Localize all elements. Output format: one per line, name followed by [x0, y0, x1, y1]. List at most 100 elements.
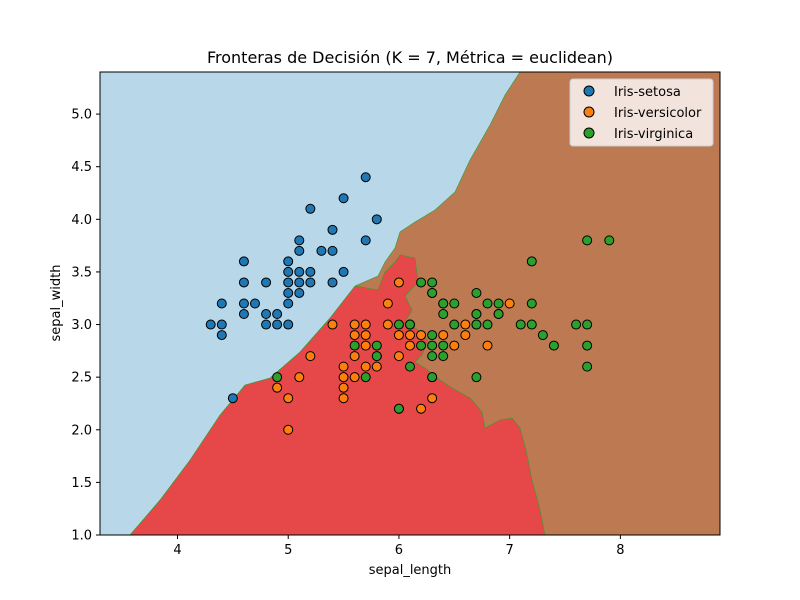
data-point-iris-setosa: [261, 319, 272, 330]
data-point-iris-versicolor: [349, 330, 360, 341]
y-axis-label: sepal_width: [49, 265, 64, 342]
data-point-iris-virginica: [438, 351, 449, 362]
plot-area: [100, 72, 720, 535]
data-point-iris-virginica: [427, 340, 438, 351]
x-axis: 4 5 6 7 8: [173, 535, 624, 558]
y-axis: 1.0 1.5 2.0 2.5 3.0 3.5 4.0 4.5 5.0: [71, 108, 100, 544]
data-point-iris-versicolor: [405, 340, 415, 351]
data-point-iris-setosa: [283, 298, 294, 309]
data-point-iris-versicolor: [327, 319, 338, 330]
data-point-iris-virginica: [427, 351, 438, 362]
region-setosa: [100, 72, 521, 535]
data-point-iris-virginica: [438, 298, 449, 309]
data-point-iris-versicolor: [393, 330, 404, 341]
data-point-iris-virginica: [393, 403, 404, 414]
scatter-layer: [205, 172, 615, 435]
data-point-iris-versicolor: [272, 382, 283, 393]
data-point-iris-virginica: [526, 256, 537, 267]
data-point-iris-setosa: [294, 235, 305, 246]
data-point-iris-setosa: [294, 287, 305, 298]
data-point-iris-versicolor: [305, 351, 316, 362]
y-tick-label: 2.5: [71, 371, 92, 386]
data-point-iris-versicolor: [338, 361, 349, 372]
data-point-iris-virginica: [405, 361, 415, 372]
data-point-iris-virginica: [349, 340, 360, 351]
data-point-iris-versicolor: [504, 298, 515, 309]
data-point-iris-virginica: [416, 340, 427, 351]
data-point-iris-setosa: [238, 256, 249, 267]
data-point-iris-virginica: [360, 372, 371, 383]
data-point-iris-versicolor: [460, 330, 471, 341]
data-point-iris-setosa: [283, 266, 294, 277]
data-point-iris-virginica: [526, 298, 537, 309]
y-tick-label: 3.0: [71, 318, 92, 333]
data-point-iris-versicolor: [360, 361, 371, 372]
x-tick-label: 6: [395, 543, 403, 558]
data-point-iris-setosa: [338, 266, 349, 277]
data-point-iris-versicolor: [482, 340, 493, 351]
data-point-iris-setosa: [250, 298, 260, 309]
data-point-iris-setosa: [272, 319, 283, 330]
data-point-iris-setosa: [261, 309, 272, 320]
data-point-iris-versicolor: [438, 330, 449, 341]
data-point-iris-virginica: [493, 298, 504, 309]
data-point-iris-versicolor: [349, 319, 360, 330]
y-tick-label: 1.5: [71, 476, 92, 491]
data-point-iris-setosa: [305, 277, 316, 288]
data-point-iris-setosa: [283, 287, 294, 298]
data-point-iris-setosa: [371, 214, 382, 225]
data-point-iris-setosa: [283, 277, 294, 288]
data-point-iris-virginica: [272, 372, 283, 383]
data-point-iris-virginica: [482, 298, 493, 309]
data-point-iris-setosa: [338, 193, 349, 204]
data-point-iris-versicolor: [405, 330, 415, 341]
data-point-iris-setosa: [360, 235, 371, 246]
y-tick-label: 4.0: [71, 213, 92, 228]
data-point-iris-versicolor: [460, 319, 471, 330]
data-point-iris-virginica: [371, 340, 382, 351]
data-point-iris-versicolor: [349, 372, 360, 383]
data-point-iris-virginica: [493, 309, 504, 320]
y-tick-label: 3.5: [71, 265, 92, 280]
data-point-iris-virginica: [582, 235, 593, 246]
data-point-iris-versicolor: [283, 393, 294, 404]
data-point-iris-setosa: [205, 319, 216, 330]
data-point-iris-versicolor: [427, 393, 438, 404]
data-point-iris-virginica: [537, 330, 548, 341]
data-point-iris-setosa: [283, 319, 294, 330]
data-point-iris-versicolor: [382, 298, 393, 309]
data-point-iris-versicolor: [338, 382, 349, 393]
data-point-iris-setosa: [216, 298, 227, 309]
data-point-iris-versicolor: [393, 351, 404, 362]
data-point-iris-versicolor: [382, 319, 393, 330]
data-point-iris-virginica: [471, 309, 482, 320]
data-point-iris-virginica: [582, 361, 593, 372]
legend-marker-setosa: [583, 85, 595, 97]
data-point-iris-virginica: [515, 319, 526, 330]
legend-marker-virginica: [583, 127, 595, 139]
data-point-iris-virginica: [405, 319, 415, 330]
data-point-iris-virginica: [471, 319, 482, 330]
data-point-iris-virginica: [482, 319, 493, 330]
data-point-iris-virginica: [582, 319, 593, 330]
data-point-iris-virginica: [471, 372, 482, 383]
data-point-iris-versicolor: [360, 340, 371, 351]
data-point-iris-setosa: [305, 203, 316, 214]
legend-label-versicolor: Iris-versicolor: [614, 106, 702, 121]
legend-marker-versicolor: [583, 106, 595, 118]
data-point-iris-setosa: [294, 277, 305, 288]
y-tick-label: 4.5: [71, 160, 92, 175]
data-point-iris-setosa: [216, 319, 227, 330]
legend: Iris-setosa Iris-versicolor Iris-virgini…: [569, 78, 714, 147]
x-tick-label: 4: [173, 543, 181, 558]
data-point-iris-setosa: [294, 266, 305, 277]
y-tick-label: 1.0: [71, 529, 92, 544]
x-tick-label: 5: [284, 543, 292, 558]
data-point-iris-virginica: [604, 235, 615, 246]
data-point-iris-virginica: [449, 319, 460, 330]
data-point-iris-virginica: [471, 287, 482, 298]
data-point-iris-versicolor: [360, 330, 371, 341]
data-point-iris-virginica: [416, 277, 427, 288]
x-tick-label: 8: [616, 543, 624, 558]
data-point-iris-setosa: [261, 277, 272, 288]
